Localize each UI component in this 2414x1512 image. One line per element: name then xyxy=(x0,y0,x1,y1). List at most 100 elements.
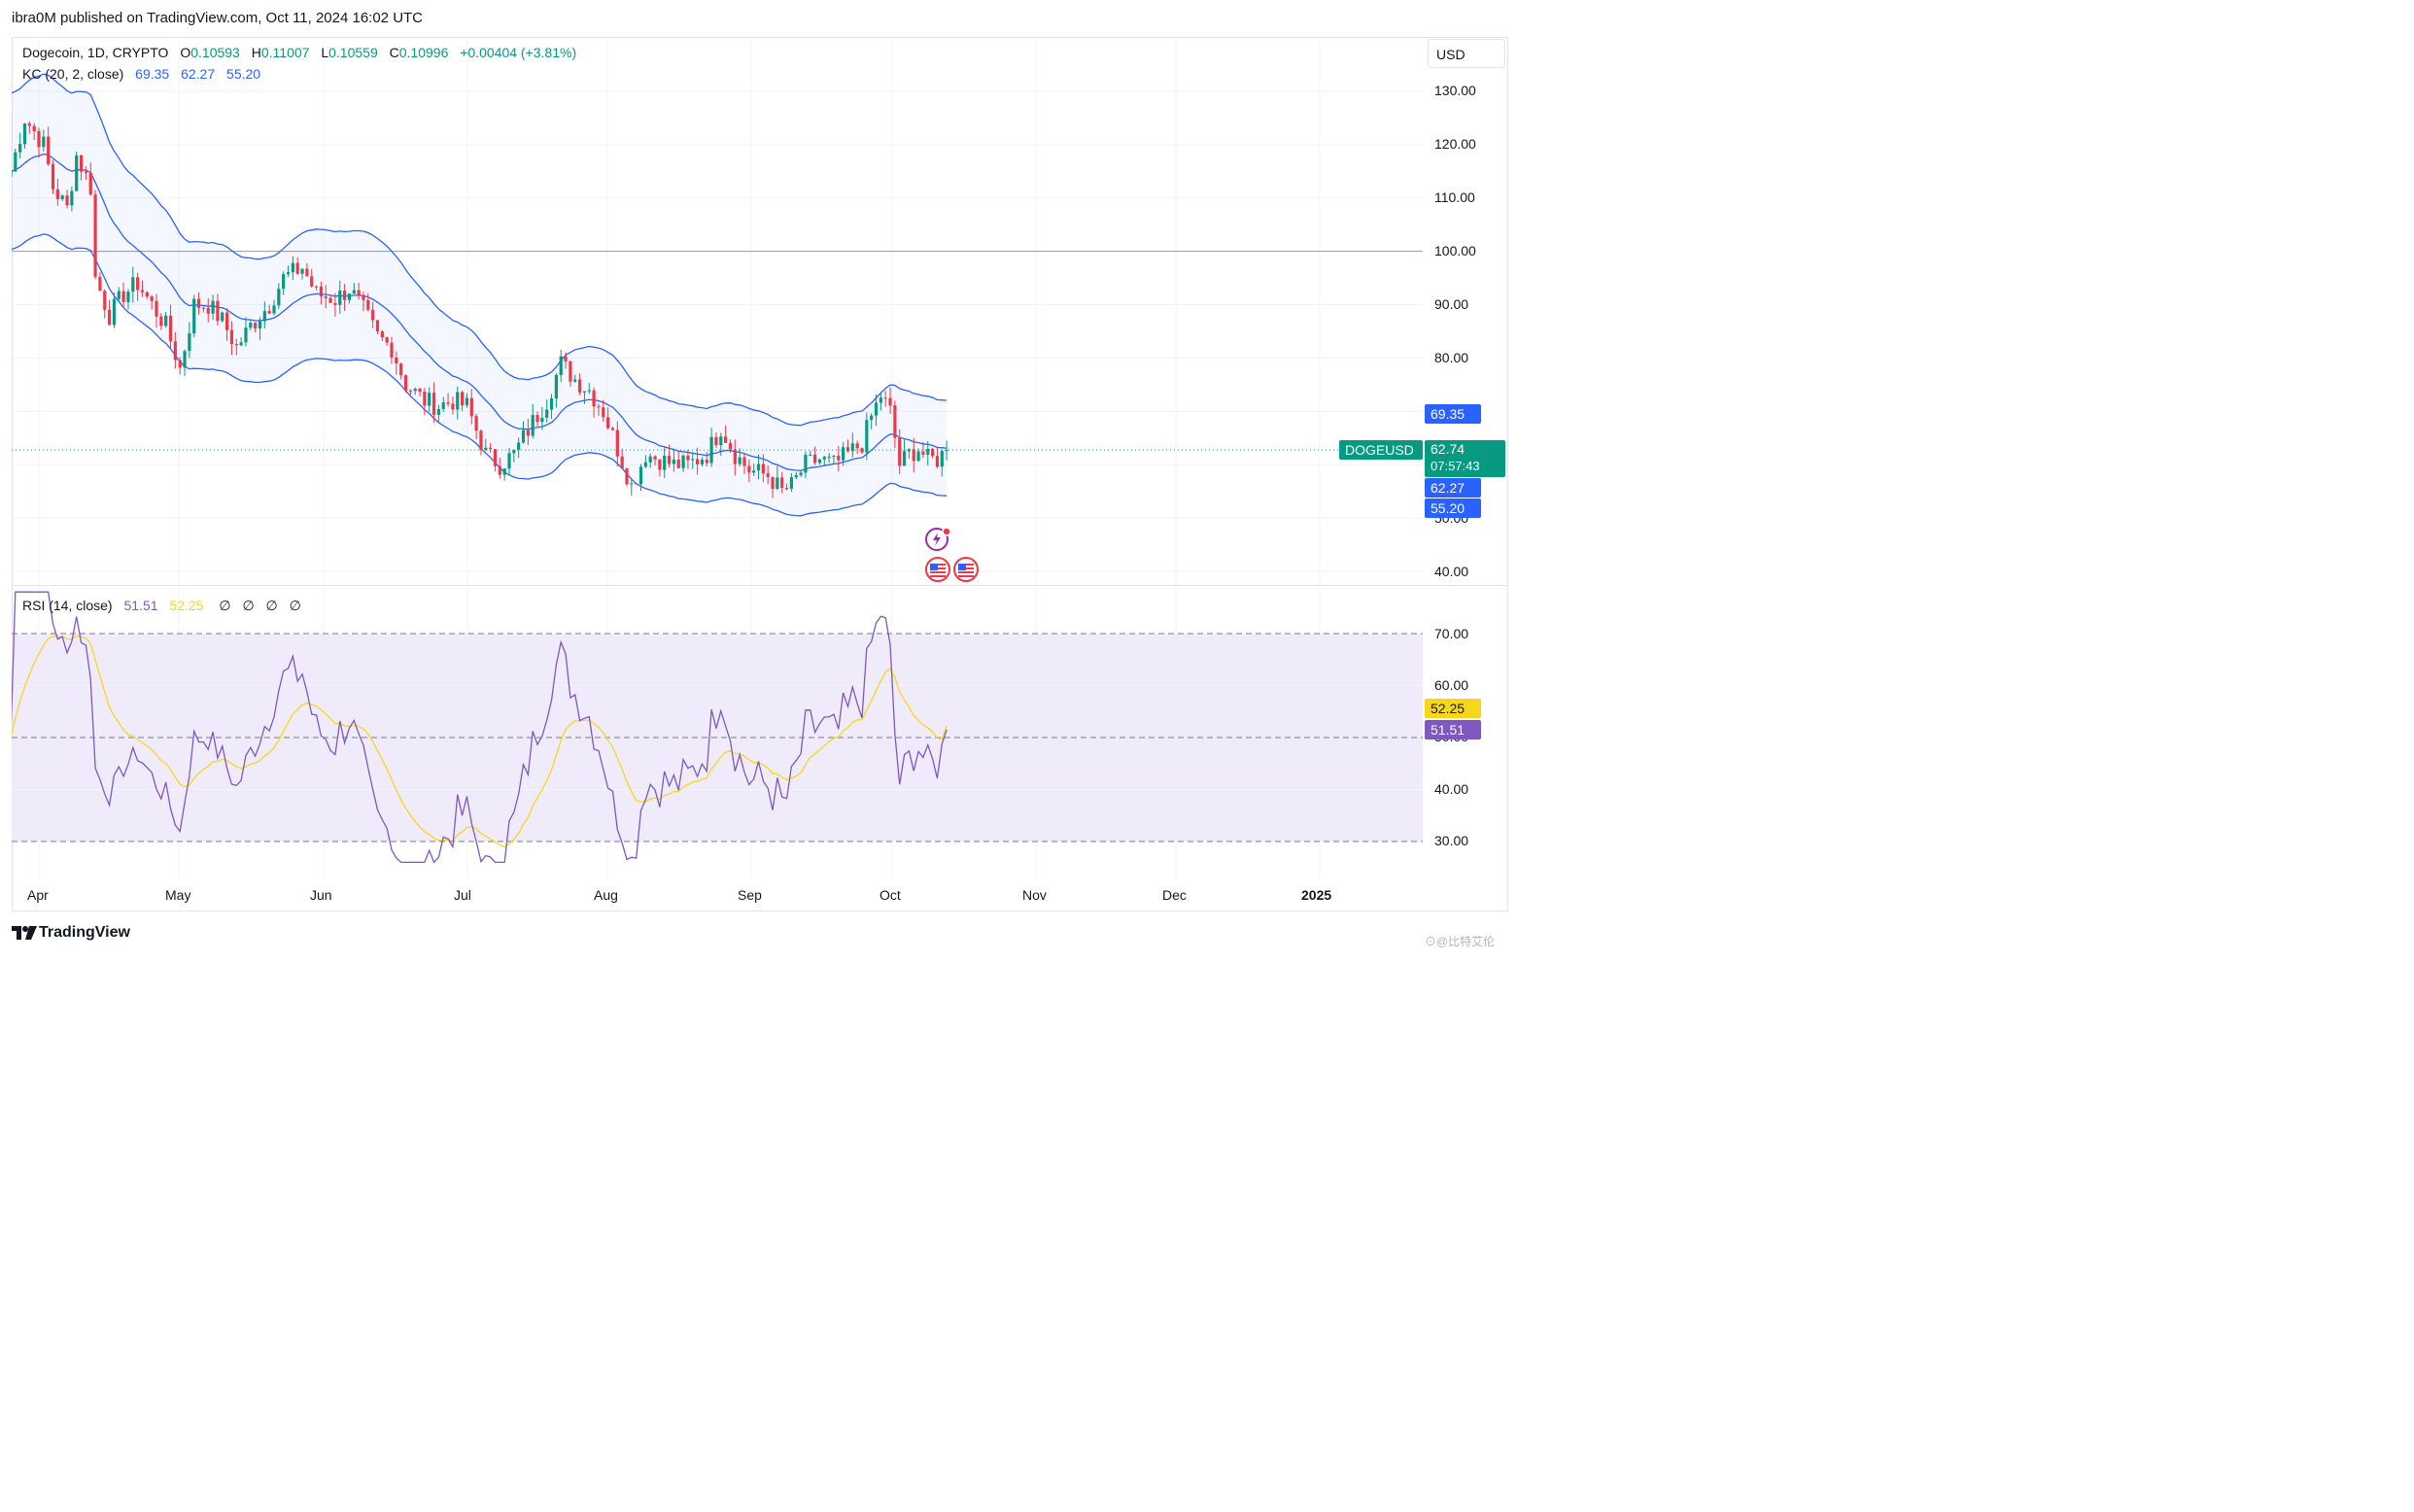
chart-frame xyxy=(12,37,1508,911)
candle-body xyxy=(898,437,902,466)
candle-body xyxy=(789,477,793,489)
candle-body xyxy=(549,398,554,410)
candle-body xyxy=(55,189,59,199)
last-price-tag: 62.74 07:57:43 xyxy=(1425,440,1505,477)
rsi-legend[interactable]: RSI (14, close) 51.51 52.25 ∅ ∅ ∅ ∅ xyxy=(22,598,305,614)
candle-body xyxy=(456,392,460,410)
candle-body xyxy=(676,459,680,468)
candle-body xyxy=(291,262,294,273)
candle-body xyxy=(254,323,258,329)
candle-body xyxy=(84,171,87,174)
candle-body xyxy=(338,291,342,305)
candle-body xyxy=(771,476,775,490)
candle-body xyxy=(173,341,177,361)
candle-body xyxy=(343,291,347,300)
candle-body xyxy=(211,300,215,314)
candle-body xyxy=(451,403,455,410)
candle-body xyxy=(403,375,408,392)
candle-body xyxy=(610,428,615,430)
candle-body xyxy=(625,467,629,485)
candle-body xyxy=(145,292,149,297)
candle-body xyxy=(431,393,436,415)
candle-body xyxy=(883,397,887,399)
rsi-pane[interactable] xyxy=(12,587,1423,878)
price-tick: 100.00 xyxy=(1434,243,1476,258)
candle-body xyxy=(295,262,299,274)
candle-body xyxy=(606,417,610,429)
candle-body xyxy=(140,290,145,292)
bar-countdown: 07:57:43 xyxy=(1431,459,1480,473)
candle-body xyxy=(324,296,328,298)
candle-body xyxy=(221,312,224,322)
candle-body xyxy=(931,448,935,457)
candle-body xyxy=(42,136,46,148)
candle-body xyxy=(935,456,940,467)
symbol-tag: DOGEUSD xyxy=(1339,440,1423,460)
candle-body xyxy=(413,389,417,392)
rsi-value: 51.51 xyxy=(123,598,158,613)
rsi-null-4: ∅ xyxy=(289,598,301,613)
price-tick: 130.00 xyxy=(1434,83,1476,98)
pane-divider[interactable] xyxy=(12,585,1508,586)
price-pane[interactable] xyxy=(12,37,1423,585)
candle-body xyxy=(569,361,572,382)
candle-body xyxy=(267,311,271,314)
close-label: C xyxy=(389,45,399,60)
candle-body xyxy=(540,417,544,423)
candle-body xyxy=(648,456,652,463)
candle-body xyxy=(319,287,323,297)
candle-body xyxy=(272,305,276,314)
lightning-event-icon[interactable] xyxy=(924,526,951,553)
candle-body xyxy=(112,298,117,326)
open-label: O xyxy=(180,45,191,60)
time-tick: Aug xyxy=(594,887,618,903)
candle-body xyxy=(635,483,638,485)
tradingview-logo-icon[interactable] xyxy=(12,924,37,942)
candle-body xyxy=(597,406,601,408)
candle-body xyxy=(809,454,812,456)
candle-body xyxy=(436,408,440,415)
candle-body xyxy=(535,415,539,423)
candle-body xyxy=(874,402,879,416)
candle-body xyxy=(784,488,789,490)
candle-body xyxy=(352,290,356,294)
candle-body xyxy=(375,320,380,332)
us-flag-event-icon[interactable] xyxy=(924,556,951,583)
candle-body xyxy=(865,420,869,453)
candle-body xyxy=(799,472,803,475)
candle-body xyxy=(371,309,375,321)
rsi-null-1: ∅ xyxy=(219,598,231,613)
candle-body xyxy=(724,436,728,443)
kc-legend[interactable]: KC (20, 2, close) 69.35 62.27 55.20 xyxy=(22,66,264,82)
rsi-value-tag: 51.51 xyxy=(1425,720,1481,739)
candle-body xyxy=(945,450,948,452)
currency-button[interactable]: USD xyxy=(1428,39,1505,68)
symbol-name[interactable]: Dogecoin, 1D, CRYPTO xyxy=(22,45,169,60)
candle-body xyxy=(155,300,158,317)
candle-body xyxy=(262,311,266,322)
candle-body xyxy=(192,298,196,334)
candle-body xyxy=(32,125,36,132)
candle-body xyxy=(362,294,365,300)
rsi-tick: 30.00 xyxy=(1434,833,1469,848)
candle-body xyxy=(817,459,822,464)
candle-body xyxy=(70,190,74,206)
candle-body xyxy=(206,307,210,314)
time-tick: Oct xyxy=(879,887,901,903)
rsi-ma-tag: 52.25 xyxy=(1425,699,1481,718)
candle-body xyxy=(249,323,253,328)
rsi-tick: 70.00 xyxy=(1434,626,1469,641)
candle-body xyxy=(14,152,17,172)
candle-body xyxy=(22,123,27,145)
candle-body xyxy=(752,470,756,473)
candle-body xyxy=(860,448,864,453)
candle-body xyxy=(615,430,619,457)
us-flag-event-icon[interactable] xyxy=(952,556,980,583)
tradingview-logo-text[interactable]: TradingView xyxy=(39,924,130,941)
candle-body xyxy=(88,173,92,195)
candle-body xyxy=(728,442,733,450)
candle-body xyxy=(300,268,304,274)
candle-body xyxy=(103,291,107,310)
candle-body xyxy=(667,455,672,464)
candle-body xyxy=(582,391,587,393)
